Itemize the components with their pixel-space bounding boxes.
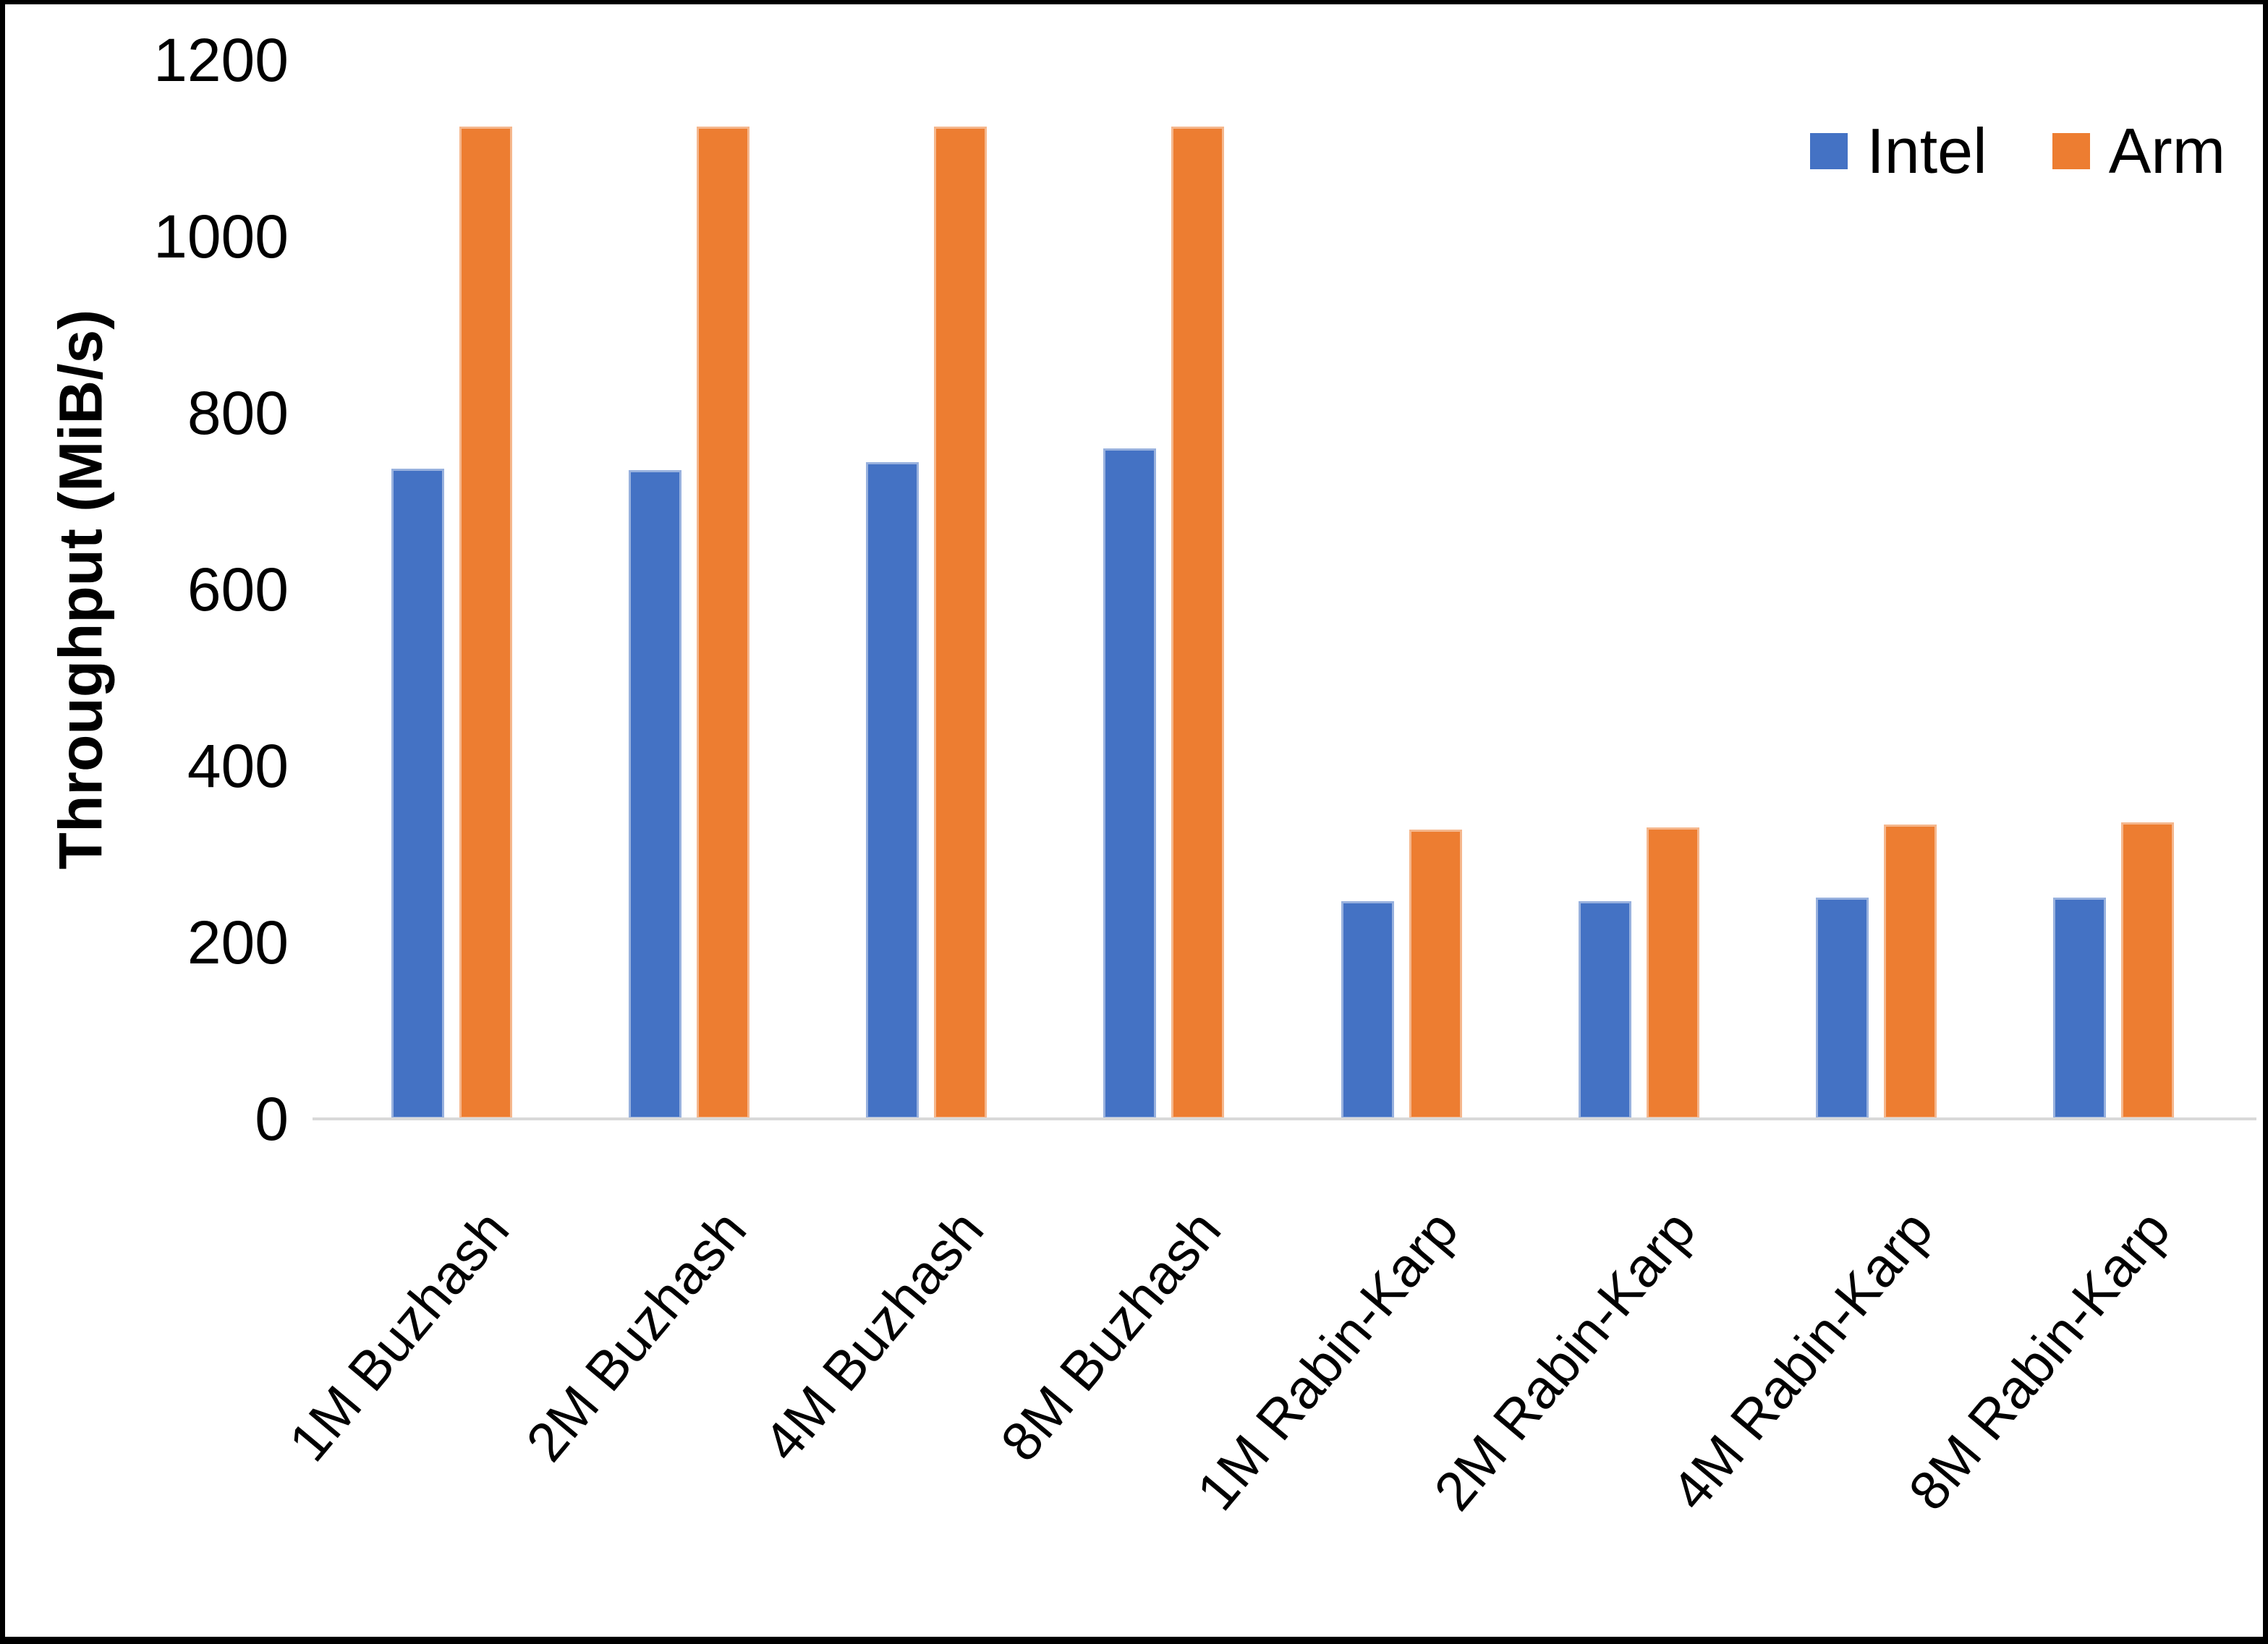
bar-intel-3 <box>866 462 919 1119</box>
y-tick-label: 1200 <box>153 26 289 94</box>
arm-series-swatch <box>2052 133 2090 169</box>
bar-arm-6 <box>1646 827 1699 1119</box>
bar-arm-3 <box>934 126 988 1119</box>
bar-arm-5 <box>1409 829 1462 1119</box>
y-tick-label: 0 <box>255 1085 289 1153</box>
legend-item-arm: Arm <box>2052 119 2225 184</box>
bar-intel-8 <box>2052 897 2106 1119</box>
intel-series-swatch <box>1810 133 1848 169</box>
legend-label-intel: Intel <box>1866 115 1987 187</box>
bar-arm-8 <box>2120 822 2174 1119</box>
bar-intel-2 <box>629 470 682 1119</box>
bar-arm-2 <box>697 126 750 1119</box>
bar-intel-7 <box>1815 897 1869 1119</box>
bar-arm-4 <box>1171 126 1225 1119</box>
y-tick-label: 200 <box>187 908 289 976</box>
bar-intel-1 <box>391 468 444 1119</box>
y-tick-label: 1000 <box>153 203 289 271</box>
y-tick-label: 600 <box>187 555 289 623</box>
bar-intel-6 <box>1578 900 1631 1119</box>
legend: Intel Arm <box>1810 119 2225 184</box>
legend-item-intel: Intel <box>1810 119 1987 184</box>
y-tick-label: 800 <box>187 379 289 447</box>
bar-intel-4 <box>1103 448 1157 1119</box>
bar-arm-1 <box>459 126 512 1119</box>
x-axis-line <box>313 1117 2256 1120</box>
legend-label-arm: Arm <box>2108 115 2225 187</box>
y-tick-label: 400 <box>187 732 289 800</box>
bar-arm-7 <box>1883 824 1937 1119</box>
bar-intel-5 <box>1341 900 1394 1119</box>
